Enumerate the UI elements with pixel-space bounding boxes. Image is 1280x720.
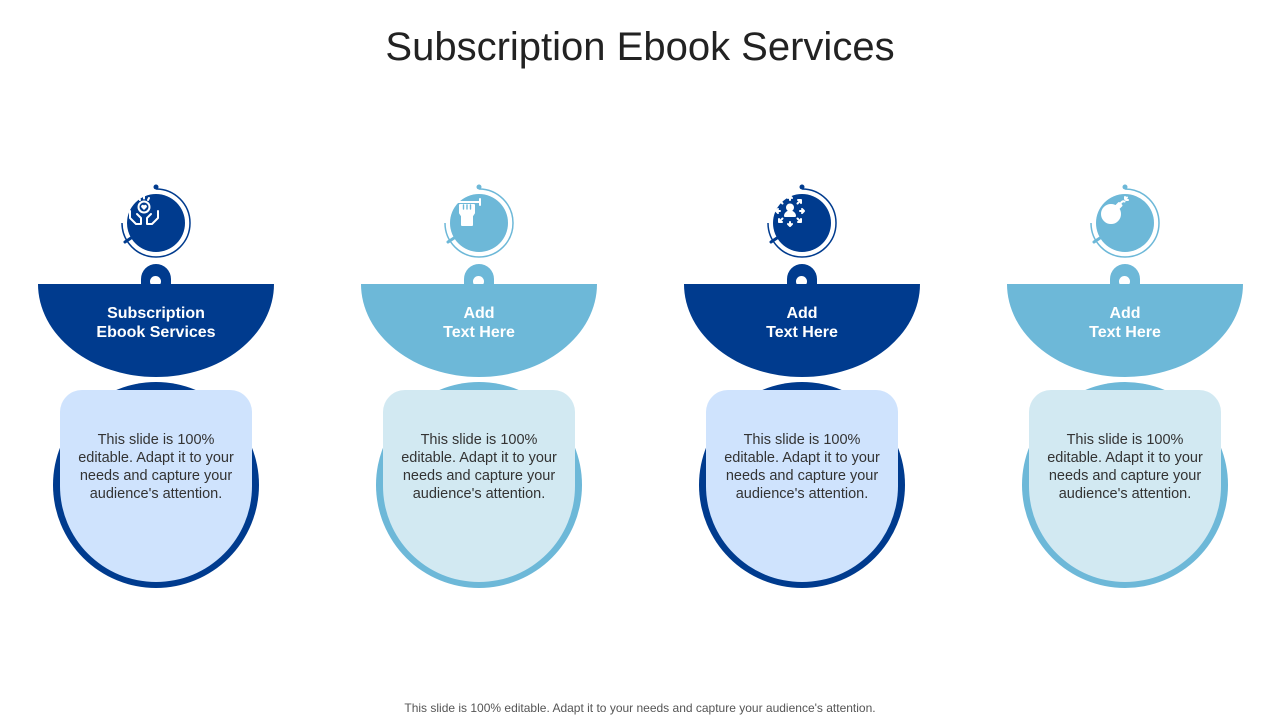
card-heading-line1: Add [463, 305, 495, 322]
card-heading: Subscription Ebook Services [38, 304, 274, 342]
connector-hole [150, 276, 161, 287]
icon-badge [1096, 194, 1154, 252]
icon-badge [127, 194, 185, 252]
card-heading-line2: Text Here [443, 324, 515, 341]
body-box [1029, 390, 1221, 582]
card-2: Add Text Here This slide is 100% editabl… [359, 0, 599, 720]
card-body-text: This slide is 100% editable. Adapt it to… [1047, 432, 1203, 502]
body-box [60, 390, 252, 582]
connector-hole [1119, 276, 1130, 287]
card-heading-line1: Add [786, 305, 818, 322]
connector-hole [796, 276, 807, 287]
footer-note: This slide is 100% editable. Adapt it to… [404, 701, 876, 715]
card-body-text: This slide is 100% editable. Adapt it to… [724, 432, 880, 502]
body-box [706, 390, 898, 582]
connector-tab [464, 264, 494, 286]
card-heading-line1: Subscription [107, 305, 205, 322]
connector-hole [473, 276, 484, 287]
connector-tab [1110, 264, 1140, 286]
card-heading: Add Text Here [361, 304, 597, 342]
card-heading-line2: Ebook Services [96, 324, 216, 341]
card-3: Add Text Here This slide is 100% editabl… [682, 0, 922, 720]
slide-title: Subscription Ebook Services [385, 25, 895, 69]
icon-frame [443, 182, 515, 264]
connector-tab [787, 264, 817, 286]
icon-badge [450, 194, 508, 252]
connector-tab [141, 264, 171, 286]
card-heading-line2: Text Here [766, 324, 838, 341]
icon-frame [1089, 182, 1161, 264]
icon-badge [773, 194, 831, 252]
body-box [383, 390, 575, 582]
card-heading: Add Text Here [684, 304, 920, 342]
card-body-text: This slide is 100% editable. Adapt it to… [78, 432, 234, 502]
card-body-text: This slide is 100% editable. Adapt it to… [401, 432, 557, 502]
card-1: Subscription Ebook Services This slide i… [36, 0, 276, 720]
card-4: Add Text Here This slide is 100% editabl… [1005, 0, 1245, 720]
card-heading-line1: Add [1109, 305, 1141, 322]
icon-frame [766, 182, 838, 264]
icon-frame [120, 182, 192, 264]
card-heading-line2: Text Here [1089, 324, 1161, 341]
card-heading: Add Text Here [1007, 304, 1243, 342]
